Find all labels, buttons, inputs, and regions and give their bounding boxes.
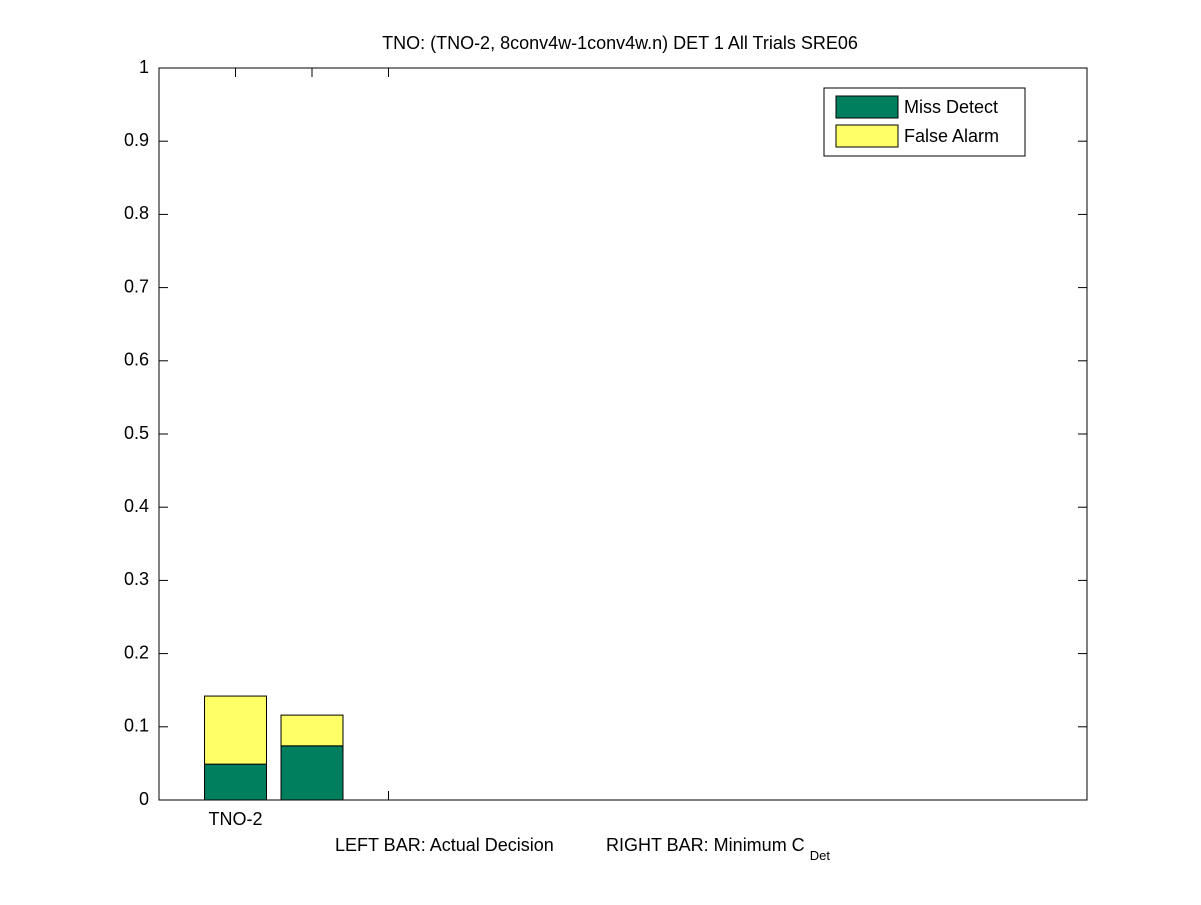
- x-label-right: RIGHT BAR: Minimum C: [606, 835, 805, 855]
- bar-segment: [204, 763, 267, 801]
- y-tick-label: 0.4: [124, 496, 149, 516]
- plot-area: [158, 67, 1088, 801]
- y-tick-label: 0.6: [124, 350, 149, 370]
- y-tick-label: 0.1: [124, 716, 149, 736]
- y-tick-label: 0.9: [124, 130, 149, 150]
- y-tick-label: 0: [139, 789, 149, 809]
- legend-swatch: [835, 95, 899, 119]
- legend-label: Miss Detect: [904, 97, 998, 117]
- x-axis-label: LEFT BAR: Actual Decision RIGHT BAR: Min…: [335, 835, 830, 864]
- x-tick-label: TNO-2: [209, 809, 263, 829]
- y-tick-label: 0.5: [124, 423, 149, 443]
- x-label-subscript: Det: [810, 848, 831, 863]
- y-tick-label: 0.7: [124, 276, 149, 296]
- y-tick-label: 1: [139, 57, 149, 77]
- x-label-left: LEFT BAR: Actual Decision: [335, 835, 554, 855]
- y-tick-label: 0.3: [124, 569, 149, 589]
- bar-segment: [280, 745, 344, 801]
- bar-segment: [204, 695, 267, 765]
- bar-segment: [280, 714, 344, 747]
- y-tick-label: 0.2: [124, 642, 149, 662]
- chart-title: TNO: (TNO-2, 8conv4w-1conv4w.n) DET 1 Al…: [382, 33, 858, 53]
- legend-label: False Alarm: [904, 126, 999, 146]
- legend-swatch: [835, 124, 899, 148]
- y-tick-label: 0.8: [124, 203, 149, 223]
